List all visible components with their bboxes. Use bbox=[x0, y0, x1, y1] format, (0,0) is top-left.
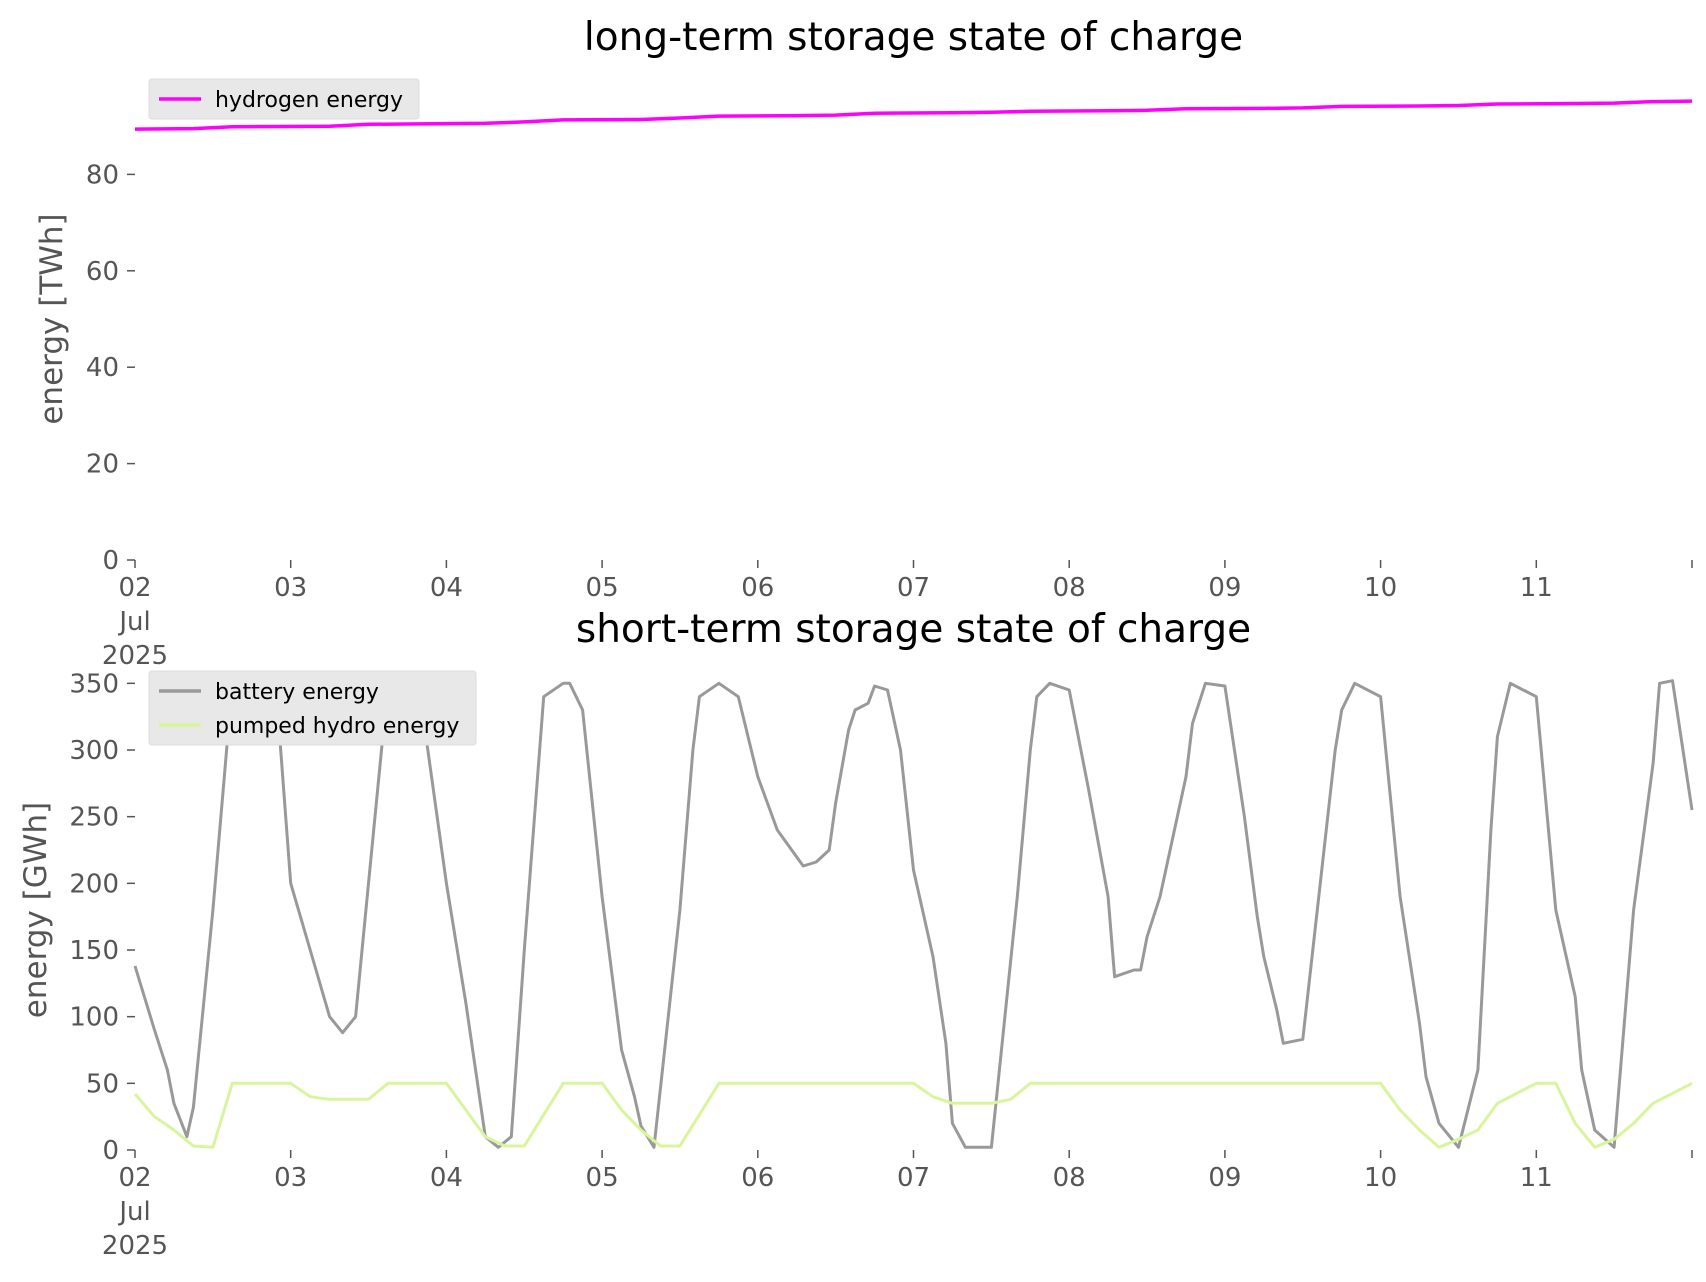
series-line-pumped-hydro-energy bbox=[135, 1083, 1692, 1147]
y-tick-label: 150 bbox=[69, 936, 119, 966]
x-tick-label: 03 bbox=[274, 573, 307, 603]
x-tick-label: 09 bbox=[1208, 1163, 1241, 1193]
chart-title: long-term storage state of charge bbox=[584, 15, 1243, 60]
x-tick-label: 04 bbox=[430, 573, 463, 603]
chart-title: short-term storage state of charge bbox=[576, 607, 1251, 652]
x-tick-label: 06 bbox=[741, 573, 774, 603]
x-tick-label: 02 bbox=[118, 1163, 151, 1193]
x-tick-label: Jul bbox=[117, 1197, 150, 1227]
y-tick-label: 350 bbox=[69, 669, 119, 699]
chart-panel-2: short-term storage state of charge050100… bbox=[18, 607, 1692, 1261]
x-tick-label: 05 bbox=[586, 1163, 619, 1193]
y-tick-label: 250 bbox=[69, 803, 119, 833]
series-line-battery-energy bbox=[135, 681, 1692, 1148]
x-tick-label: 07 bbox=[897, 573, 930, 603]
y-tick-label: 60 bbox=[86, 257, 119, 287]
y-tick-label: 20 bbox=[86, 450, 119, 480]
x-tick-label: 2025 bbox=[102, 1231, 168, 1261]
y-tick-label: 200 bbox=[69, 869, 119, 899]
y-tick-label: 0 bbox=[102, 1136, 119, 1166]
x-tick-label: 07 bbox=[897, 1163, 930, 1193]
y-tick-label: 40 bbox=[86, 353, 119, 383]
x-tick-label: 06 bbox=[741, 1163, 774, 1193]
y-axis-label: energy [TWh] bbox=[34, 213, 70, 424]
x-tick-label: Jul bbox=[117, 607, 150, 637]
y-tick-label: 300 bbox=[69, 736, 119, 766]
x-tick-label: 03 bbox=[274, 1163, 307, 1193]
x-tick-label: 09 bbox=[1208, 573, 1241, 603]
x-tick-label: 11 bbox=[1520, 1163, 1553, 1193]
x-tick-label: 02 bbox=[118, 573, 151, 603]
x-tick-label: 10 bbox=[1364, 573, 1397, 603]
y-tick-label: 0 bbox=[102, 546, 119, 576]
legend-label: battery energy bbox=[215, 680, 379, 705]
y-tick-label: 80 bbox=[86, 160, 119, 190]
x-tick-label: 10 bbox=[1364, 1163, 1397, 1193]
y-axis-label: energy [GWh] bbox=[18, 802, 54, 1018]
legend-label: hydrogen energy bbox=[215, 88, 403, 113]
x-tick-label: 08 bbox=[1053, 1163, 1086, 1193]
legend-label: pumped hydro energy bbox=[215, 714, 459, 739]
x-tick-label: 2025 bbox=[102, 641, 168, 671]
y-tick-label: 100 bbox=[69, 1003, 119, 1033]
x-tick-label: 11 bbox=[1520, 573, 1553, 603]
y-tick-label: 50 bbox=[86, 1069, 119, 1099]
chart-panel-1: long-term storage state of charge0204060… bbox=[34, 15, 1692, 671]
x-tick-label: 05 bbox=[586, 573, 619, 603]
x-tick-label: 08 bbox=[1053, 573, 1086, 603]
x-tick-label: 04 bbox=[430, 1163, 463, 1193]
